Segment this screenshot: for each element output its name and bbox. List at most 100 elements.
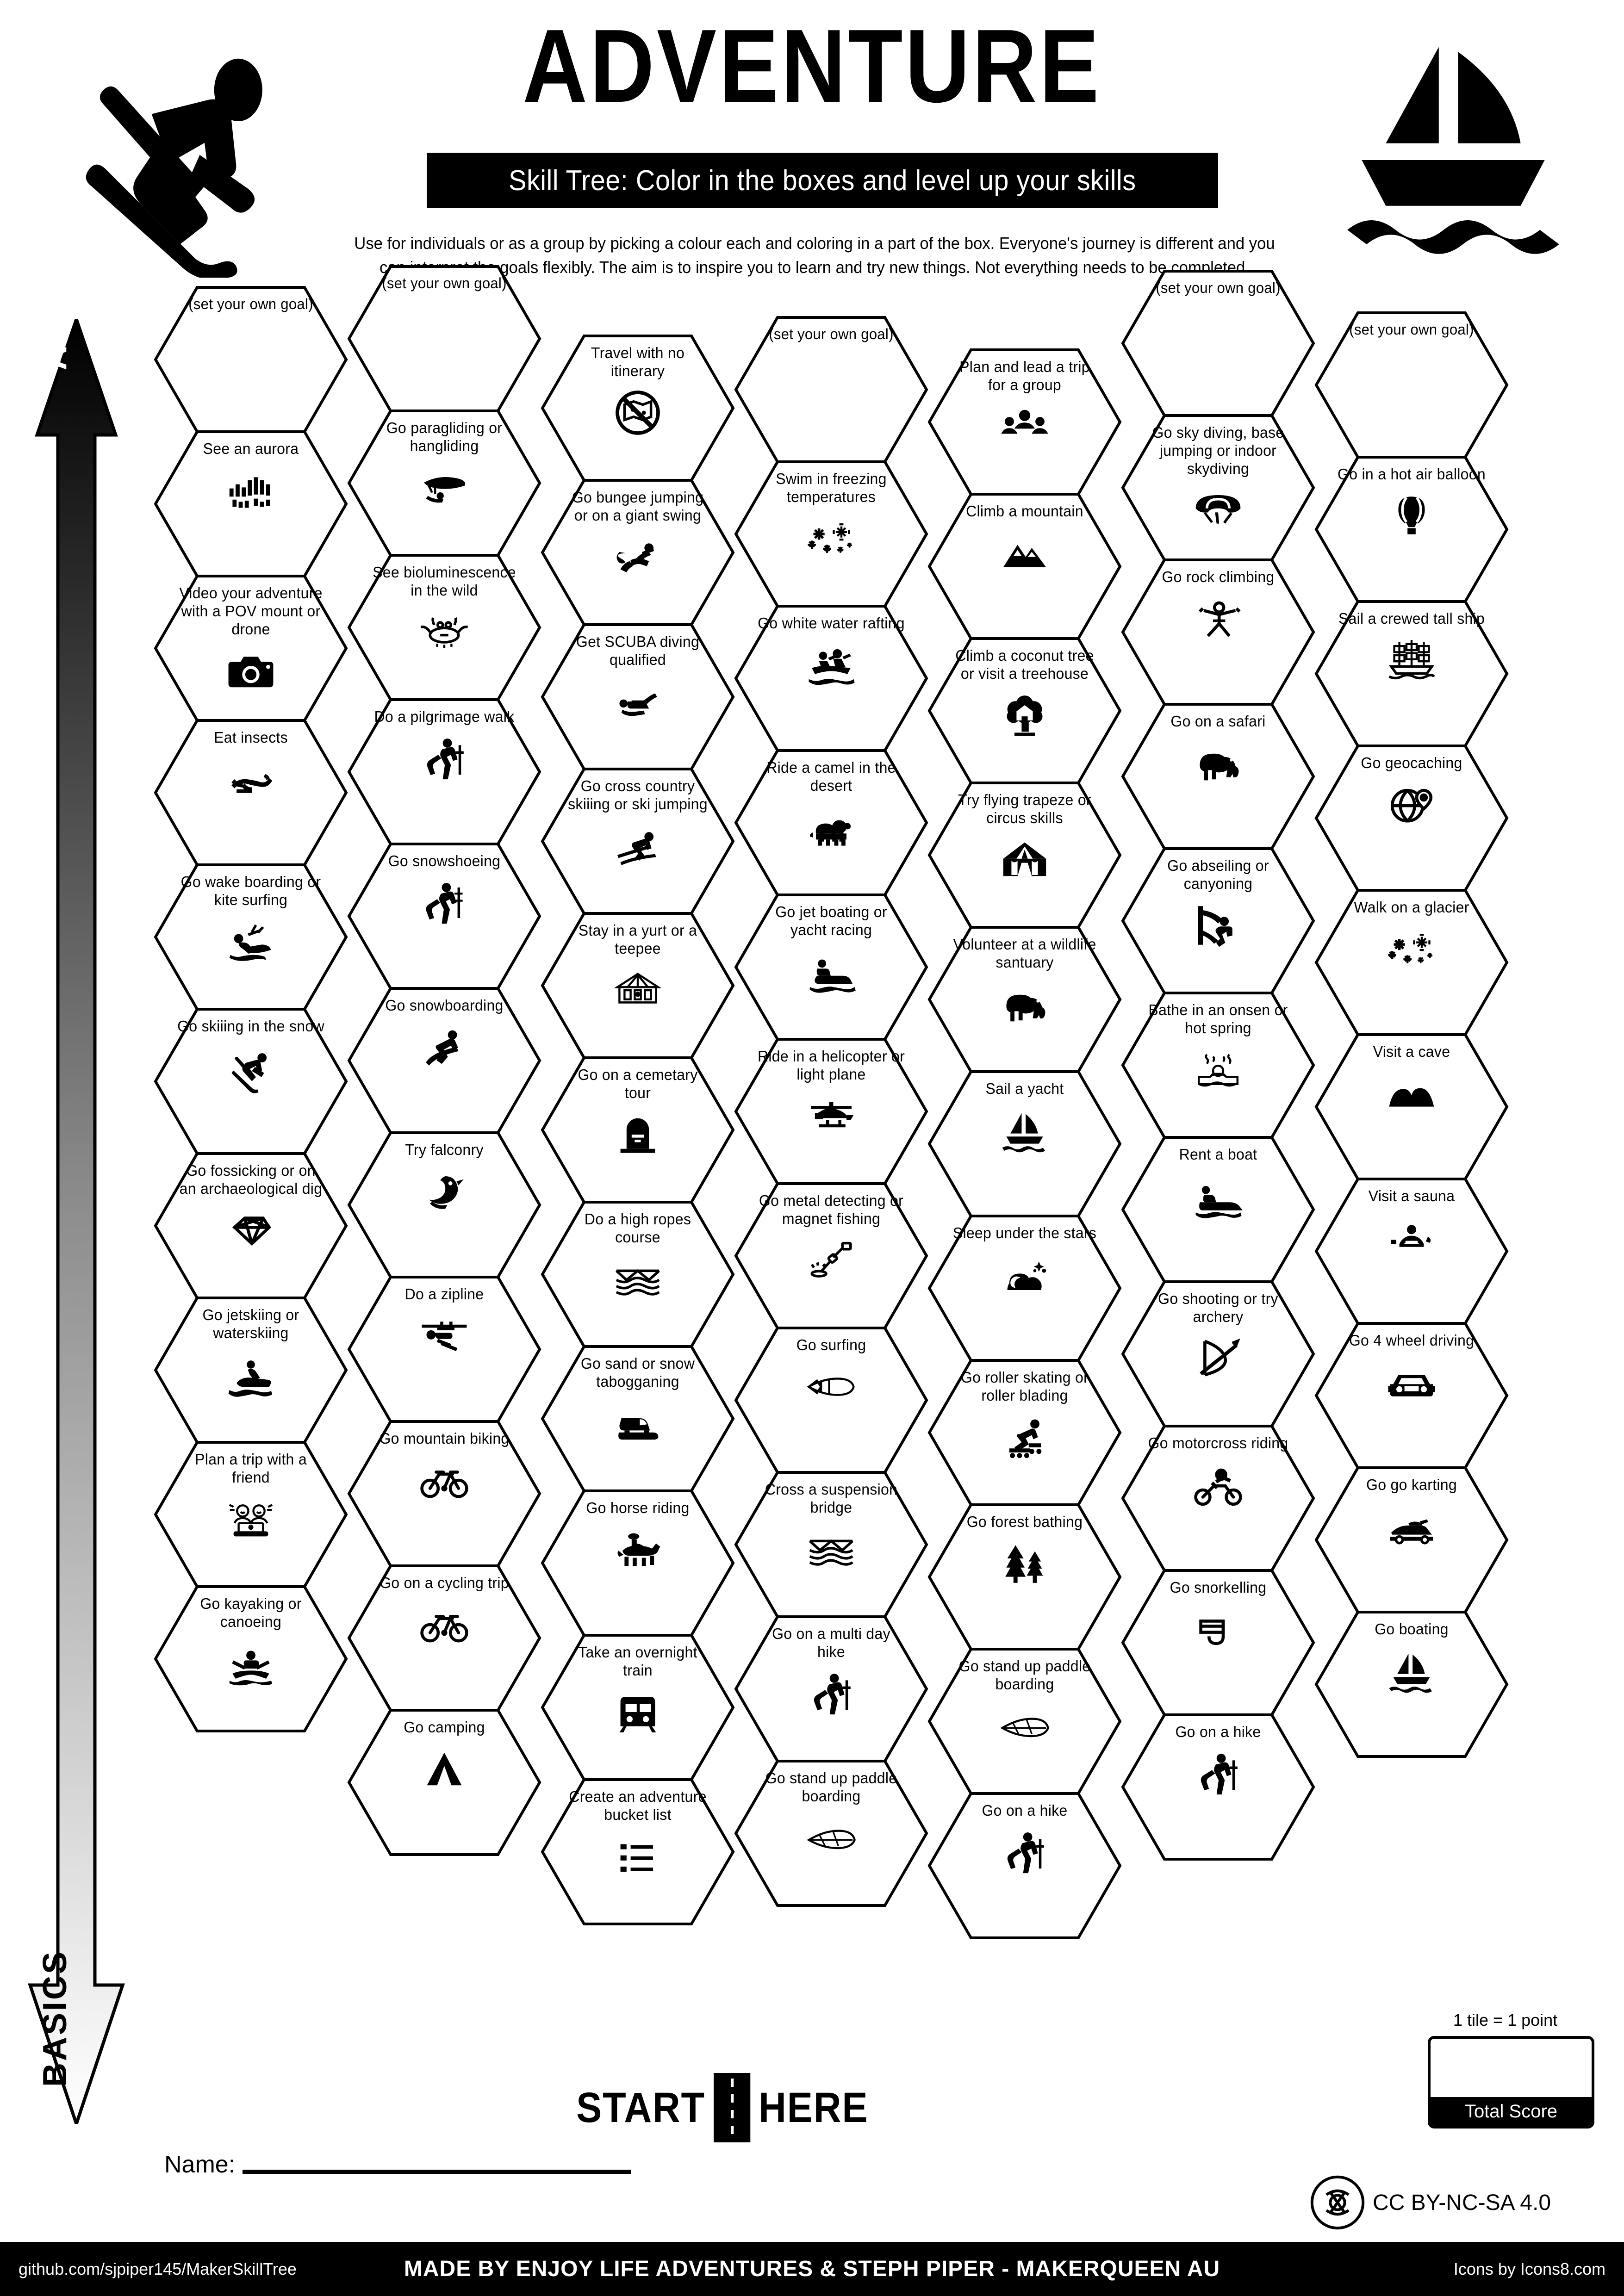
skill-tile[interactable]: Get SCUBA diving qualified: [540, 622, 736, 772]
checklist-icon: [610, 1829, 666, 1884]
skill-tile[interactable]: See an aurora: [153, 429, 349, 579]
skill-tile[interactable]: Go rock climbing: [1120, 557, 1316, 707]
skill-tile[interactable]: Go fossicking or on an archaeological di…: [153, 1151, 349, 1301]
skill-tile[interactable]: Plan and lead a trip for a group: [927, 347, 1123, 497]
skill-tile[interactable]: Go surfing: [733, 1325, 929, 1475]
skill-tile-label: Go snowshoeing: [388, 852, 501, 869]
skill-tile[interactable]: (set your own goal): [1120, 268, 1316, 418]
skill-tile[interactable]: Plan a trip with a friend: [153, 1440, 349, 1589]
skill-tile[interactable]: Climb a mountain: [927, 491, 1123, 641]
skill-tile[interactable]: Take an overnight train: [540, 1632, 736, 1782]
skill-tile-label: Take an overnight train: [578, 1644, 697, 1679]
skill-tile[interactable]: Swim in freezing temperatures: [733, 459, 929, 609]
name-input-line[interactable]: [243, 2170, 632, 2174]
footer-github-link[interactable]: github.com/sjpiper145/MakerSkillTree: [19, 2259, 297, 2278]
skill-tile[interactable]: Visit a cave: [1313, 1032, 1510, 1182]
snorkel-icon: [1190, 1601, 1246, 1657]
skill-tile[interactable]: Walk on a glacier: [1313, 887, 1510, 1037]
skill-tile[interactable]: Go stand up paddle boarding: [927, 1646, 1123, 1796]
kitesurf-icon: [223, 914, 279, 969]
skill-tile[interactable]: Ride in a helicopter or light plane: [733, 1036, 929, 1186]
skill-tile[interactable]: Visit a sauna: [1313, 1176, 1510, 1326]
skill-tile[interactable]: Go mountain biking: [346, 1419, 542, 1569]
skill-tile[interactable]: Stay in a yurt or a teepee: [540, 911, 736, 1061]
skill-tile[interactable]: Volunteer at a wildlife santuary: [927, 925, 1123, 1074]
skill-tile[interactable]: Go on a multi day hike: [733, 1614, 929, 1764]
skill-tile[interactable]: (set your own goal): [153, 285, 349, 434]
skill-tile[interactable]: Go metal detecting or magnet fishing: [733, 1181, 929, 1331]
skill-tile[interactable]: Go motorcross riding: [1120, 1423, 1316, 1573]
skill-tile[interactable]: Climb a coconut tree or visit a treehous…: [927, 636, 1123, 786]
skill-tile[interactable]: Go on a cemetary tour: [540, 1055, 736, 1205]
skill-tile[interactable]: Sleep under the stars: [927, 1213, 1123, 1363]
skill-tile[interactable]: Go 4 wheel driving: [1313, 1321, 1510, 1471]
skill-tile[interactable]: Sail a crewed tall ship: [1313, 599, 1510, 749]
skill-tile[interactable]: Go boating: [1313, 1609, 1510, 1759]
skill-tile[interactable]: Bathe in an onsen or hot spring: [1120, 990, 1316, 1140]
skill-tile[interactable]: Go on a hike: [927, 1791, 1123, 1941]
horse-rider-icon: [610, 1522, 666, 1577]
skill-tile-label: Go skiiing in the snow: [177, 1018, 324, 1035]
skill-tile[interactable]: Go on a safari: [1120, 701, 1316, 851]
skill-tile[interactable]: Go sky diving, base jumping or indoor sk…: [1120, 413, 1316, 563]
skill-tile[interactable]: Go snowshoeing: [346, 841, 542, 991]
skill-tile[interactable]: (set your own goal): [346, 264, 542, 414]
skill-tile[interactable]: Ride a camel in the desert: [733, 748, 929, 898]
skill-tile[interactable]: Go on a hike: [1120, 1712, 1316, 1862]
skill-tile[interactable]: Travel with no itinerary: [540, 333, 736, 483]
skill-tile[interactable]: Cross a suspension bridge: [733, 1470, 929, 1620]
skill-tile[interactable]: Go roller skating or roller blading: [927, 1358, 1123, 1508]
skill-tile[interactable]: Go snorkelling: [1120, 1568, 1316, 1718]
treehouse-icon: [997, 688, 1052, 743]
skill-tile[interactable]: Go jetskiing or waterskiing: [153, 1295, 349, 1445]
skill-tile[interactable]: Go in a hot air balloon: [1313, 454, 1510, 604]
skill-tile-label: Go on a safari: [1170, 713, 1266, 730]
skill-tile[interactable]: Go jet boating or yacht racing: [733, 892, 929, 1042]
skill-tile[interactable]: Go camping: [346, 1707, 542, 1857]
name-field-row[interactable]: Name:: [164, 2151, 632, 2178]
skill-tile[interactable]: Go geocaching: [1313, 743, 1510, 893]
skill-tile[interactable]: Try flying trapeze or circus skills: [927, 780, 1123, 930]
page-footer-bar: github.com/sjpiper145/MakerSkillTree MAD…: [0, 2242, 1624, 2296]
skill-tile[interactable]: Rent a boat: [1120, 1135, 1316, 1285]
road-icon: [713, 2073, 751, 2142]
skill-tile[interactable]: Do a pilgrimage walk: [346, 697, 542, 847]
skill-tile[interactable]: Do a high ropes course: [540, 1199, 736, 1349]
skill-tile[interactable]: Try falconry: [346, 1130, 542, 1280]
skill-tile[interactable]: Go on a cycling trip: [346, 1563, 542, 1713]
skill-tile[interactable]: Go go karting: [1313, 1465, 1510, 1615]
skill-tile[interactable]: Go bungee jumping or on a giant swing: [540, 478, 736, 627]
skill-tile[interactable]: Sail a yacht: [927, 1069, 1123, 1219]
skill-tile[interactable]: (set your own goal): [733, 315, 929, 465]
total-score-box[interactable]: Total Score: [1428, 2036, 1594, 2128]
skill-tile[interactable]: Go horse riding: [540, 1488, 736, 1638]
paraglider-icon: [417, 460, 472, 515]
skill-tile-label: (set your own goal): [382, 275, 507, 292]
skill-tile-label: Go in a hot air balloon: [1338, 465, 1486, 483]
skill-tile[interactable]: (set your own goal): [1313, 310, 1510, 460]
skill-tile[interactable]: Go abseiling or canyoning: [1120, 846, 1316, 996]
skill-tile-label: Go white water rafting: [758, 614, 905, 632]
skill-tile[interactable]: Go white water rafting: [733, 603, 929, 753]
skill-tile[interactable]: Go forest bathing: [927, 1502, 1123, 1652]
skill-tile[interactable]: Go sand or snow tabogganing: [540, 1344, 736, 1494]
skill-tile[interactable]: Video your adventure with a POV mount or…: [153, 573, 349, 723]
skill-tile[interactable]: Do a zipline: [346, 1274, 542, 1424]
skill-tile[interactable]: Go cross country skiiing or ski jumping: [540, 766, 736, 916]
skill-tile[interactable]: Go stand up paddle boarding: [733, 1758, 929, 1908]
skill-tile[interactable]: Go shooting or try archery: [1120, 1279, 1316, 1429]
skill-tile[interactable]: Go kayaking or canoeing: [153, 1584, 349, 1734]
globe-pin-icon: [1384, 777, 1439, 832]
skill-tile-label: See bioluminescence in the wild: [373, 564, 516, 599]
skill-tile[interactable]: Go wake boarding or kite surfing: [153, 862, 349, 1012]
paddleboard-icon: [997, 1698, 1052, 1754]
skill-tile[interactable]: Eat insects: [153, 718, 349, 868]
skill-tile[interactable]: See bioluminescence in the wild: [346, 552, 542, 702]
skill-tile-label: Go roller skating or roller blading: [960, 1369, 1089, 1404]
skill-tile[interactable]: Go paragliding or hangliding: [346, 408, 542, 558]
subtitle-text: Skill Tree: Color in the boxes and level…: [509, 164, 1136, 197]
skill-tile[interactable]: Create an adventure bucket list: [540, 1777, 736, 1927]
skill-tile[interactable]: Go snowboarding: [346, 986, 542, 1136]
skill-tile[interactable]: Go skiiing in the snow: [153, 1006, 349, 1156]
two-people-laptop-icon: [223, 1491, 279, 1547]
